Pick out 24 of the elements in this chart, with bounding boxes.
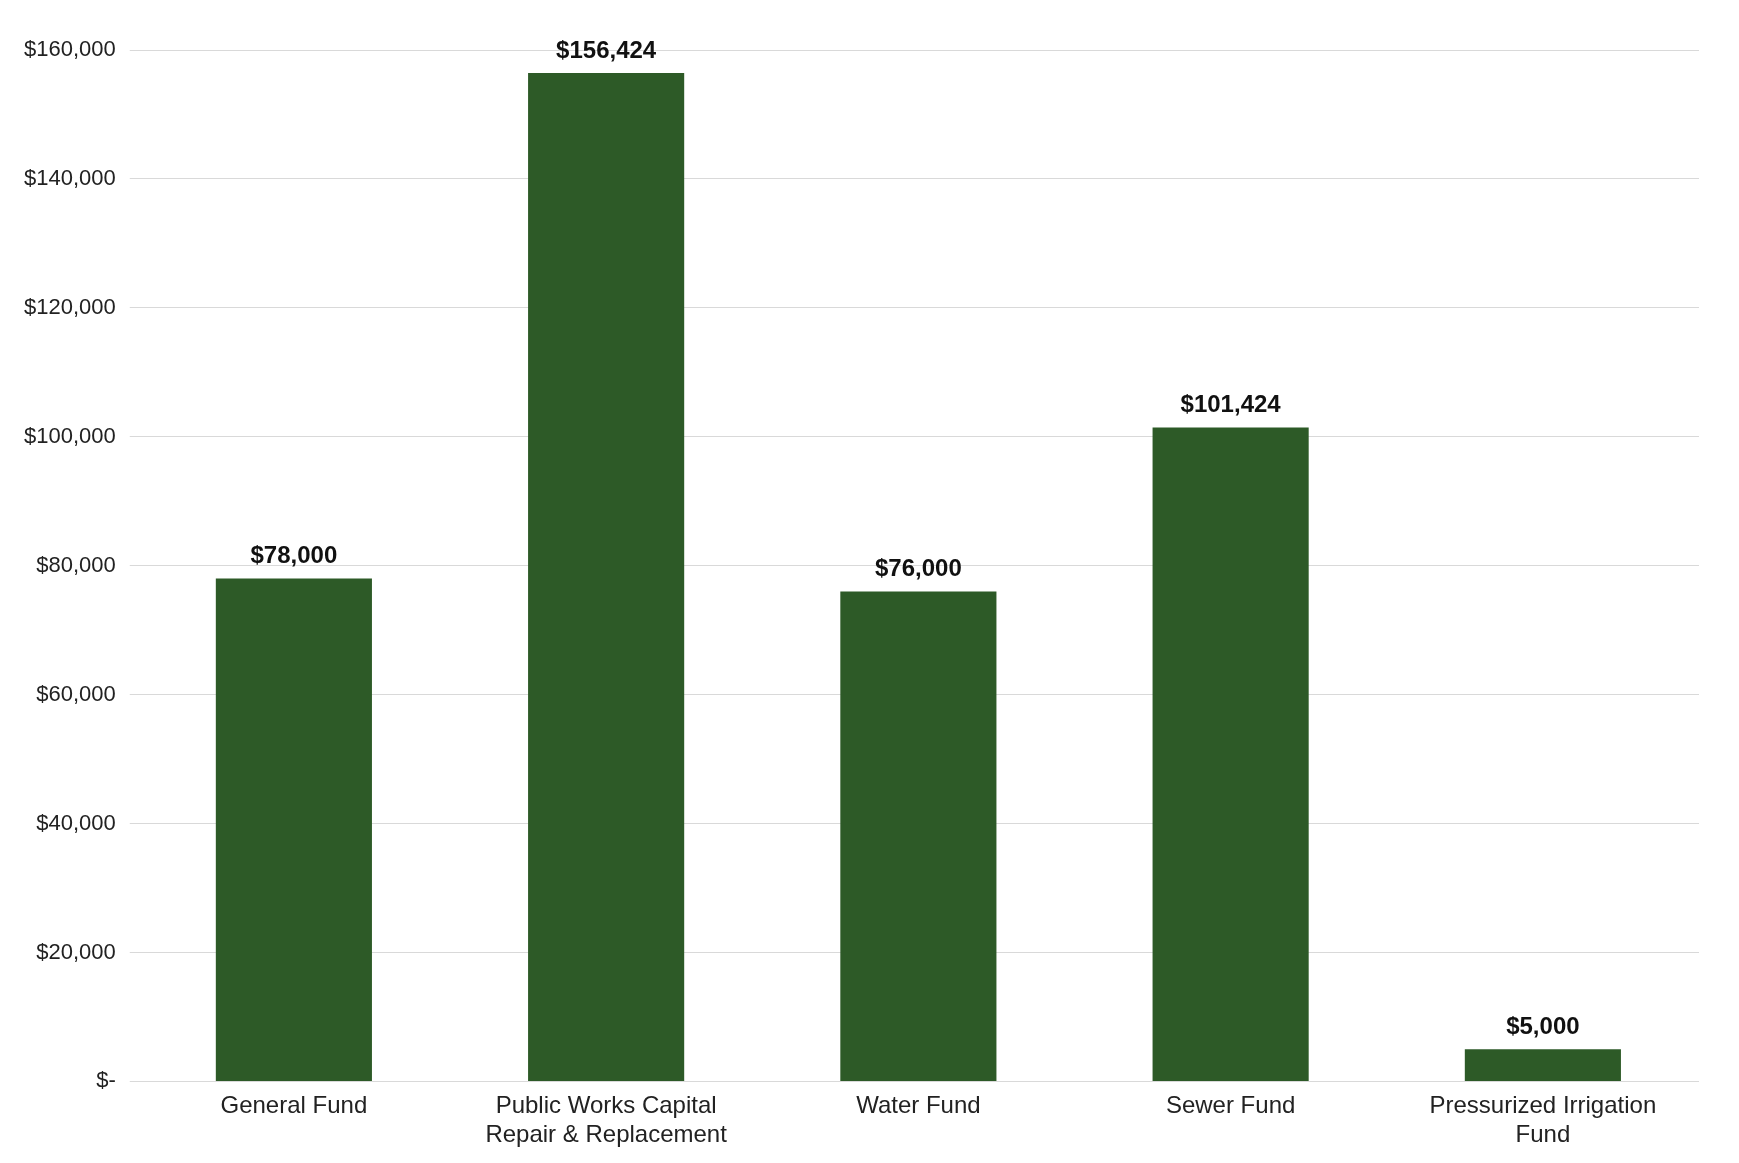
data-label: $76,000 <box>875 554 962 582</box>
x-tick-label: Sewer Fund <box>1165 1091 1296 1119</box>
x-tick-label: General Fund <box>220 1091 368 1119</box>
y-tick-label: $100,000 <box>23 422 116 448</box>
bar <box>1152 427 1309 1081</box>
y-tick-label: $- <box>96 1067 116 1093</box>
bar <box>840 591 997 1081</box>
bar <box>215 578 372 1081</box>
y-tick-label: $120,000 <box>23 293 116 319</box>
x-tick-label: Pressurized Irrigation Fund <box>1429 1091 1657 1148</box>
data-label: $101,424 <box>1180 390 1282 418</box>
data-label: $156,424 <box>556 35 657 63</box>
bar <box>1464 1049 1621 1081</box>
y-tick-label: $60,000 <box>36 680 116 706</box>
x-tick-label: Water Fund <box>856 1091 981 1119</box>
data-label: $78,000 <box>250 541 338 569</box>
bar <box>528 73 685 1081</box>
y-tick-label: $160,000 <box>23 36 116 62</box>
x-tick-label: Public Works Capital Repair & Replacement <box>485 1091 728 1148</box>
y-tick-label: $80,000 <box>36 551 116 577</box>
y-tick-label: $20,000 <box>36 938 116 964</box>
y-tick-label: $140,000 <box>23 164 116 190</box>
y-tick-label: $40,000 <box>36 809 116 835</box>
data-label: $5,000 <box>1506 1011 1580 1039</box>
